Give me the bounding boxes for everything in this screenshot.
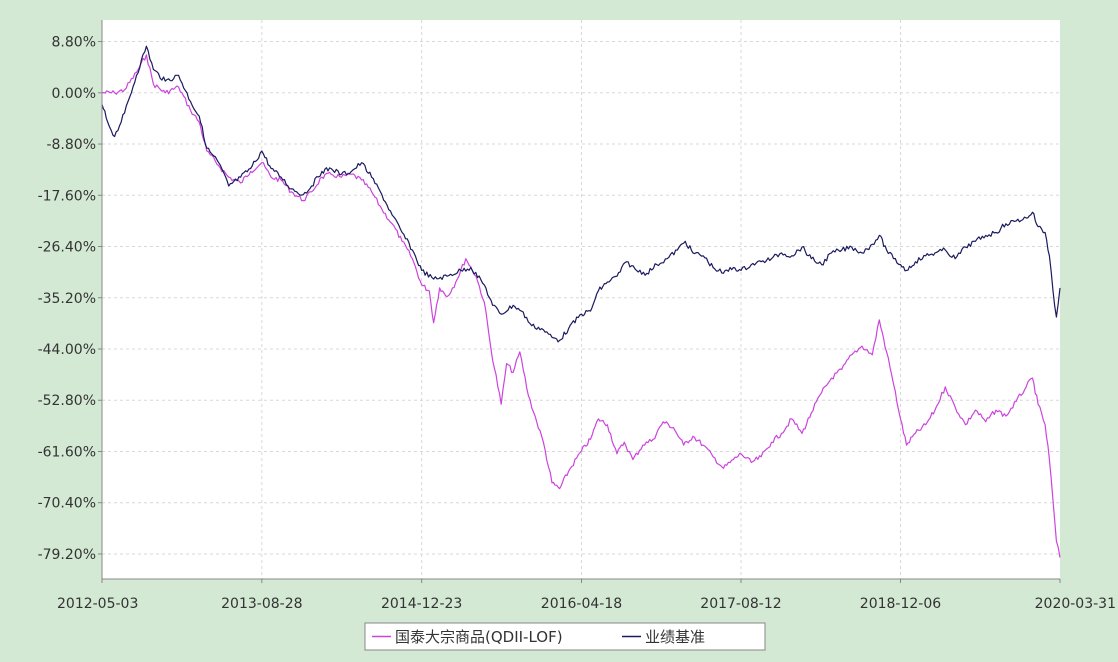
x-tick-label: 2012-05-03 — [57, 596, 138, 612]
y-tick-label: -26.40% — [38, 240, 96, 256]
x-tick-label: 2018-12-06 — [860, 596, 941, 612]
y-tick-label: 8.80% — [52, 35, 96, 51]
legend-label-series-1: 国泰大宗商品(QDII-LOF) — [395, 628, 563, 646]
legend-label-series-2: 业绩基准 — [645, 628, 705, 646]
legend-box — [364, 622, 766, 651]
y-tick-label: -44.00% — [38, 342, 96, 358]
x-tick-label: 2013-08-28 — [221, 596, 302, 612]
y-tick-label: -17.60% — [38, 188, 96, 204]
series-line-1 — [101, 54, 1061, 558]
x-axis: 2012-05-03 2013-08-28 2014-12-23 2016-04-18… — [57, 579, 1116, 612]
x-tick-label: 2016-04-18 — [541, 596, 622, 612]
plot-area — [102, 20, 1060, 579]
y-tick-label: -8.80% — [46, 137, 96, 153]
y-tick-label: -61.60% — [38, 444, 96, 460]
y-tick-label: -70.40% — [38, 496, 96, 512]
series-lines — [101, 45, 1061, 558]
y-tick-label: 0.00% — [52, 86, 96, 102]
y-tick-label: -35.20% — [38, 291, 96, 307]
x-tick-label: 2014-12-23 — [381, 596, 462, 612]
x-tick-label: 2020-03-31 — [1035, 596, 1116, 612]
y-tick-label: -52.80% — [38, 393, 96, 409]
x-tick-label: 2017-08-12 — [700, 596, 781, 612]
y-axis: 8.80% 0.00% -8.80% -17.60% -26.40% -35.20% -44… — [38, 35, 102, 563]
legend: 国泰大宗商品(QDII-LOF) 业绩基准 — [364, 622, 766, 651]
grid-lines — [102, 20, 1060, 579]
series-line-2 — [101, 45, 1061, 343]
y-tick-label: -79.20% — [38, 547, 96, 563]
